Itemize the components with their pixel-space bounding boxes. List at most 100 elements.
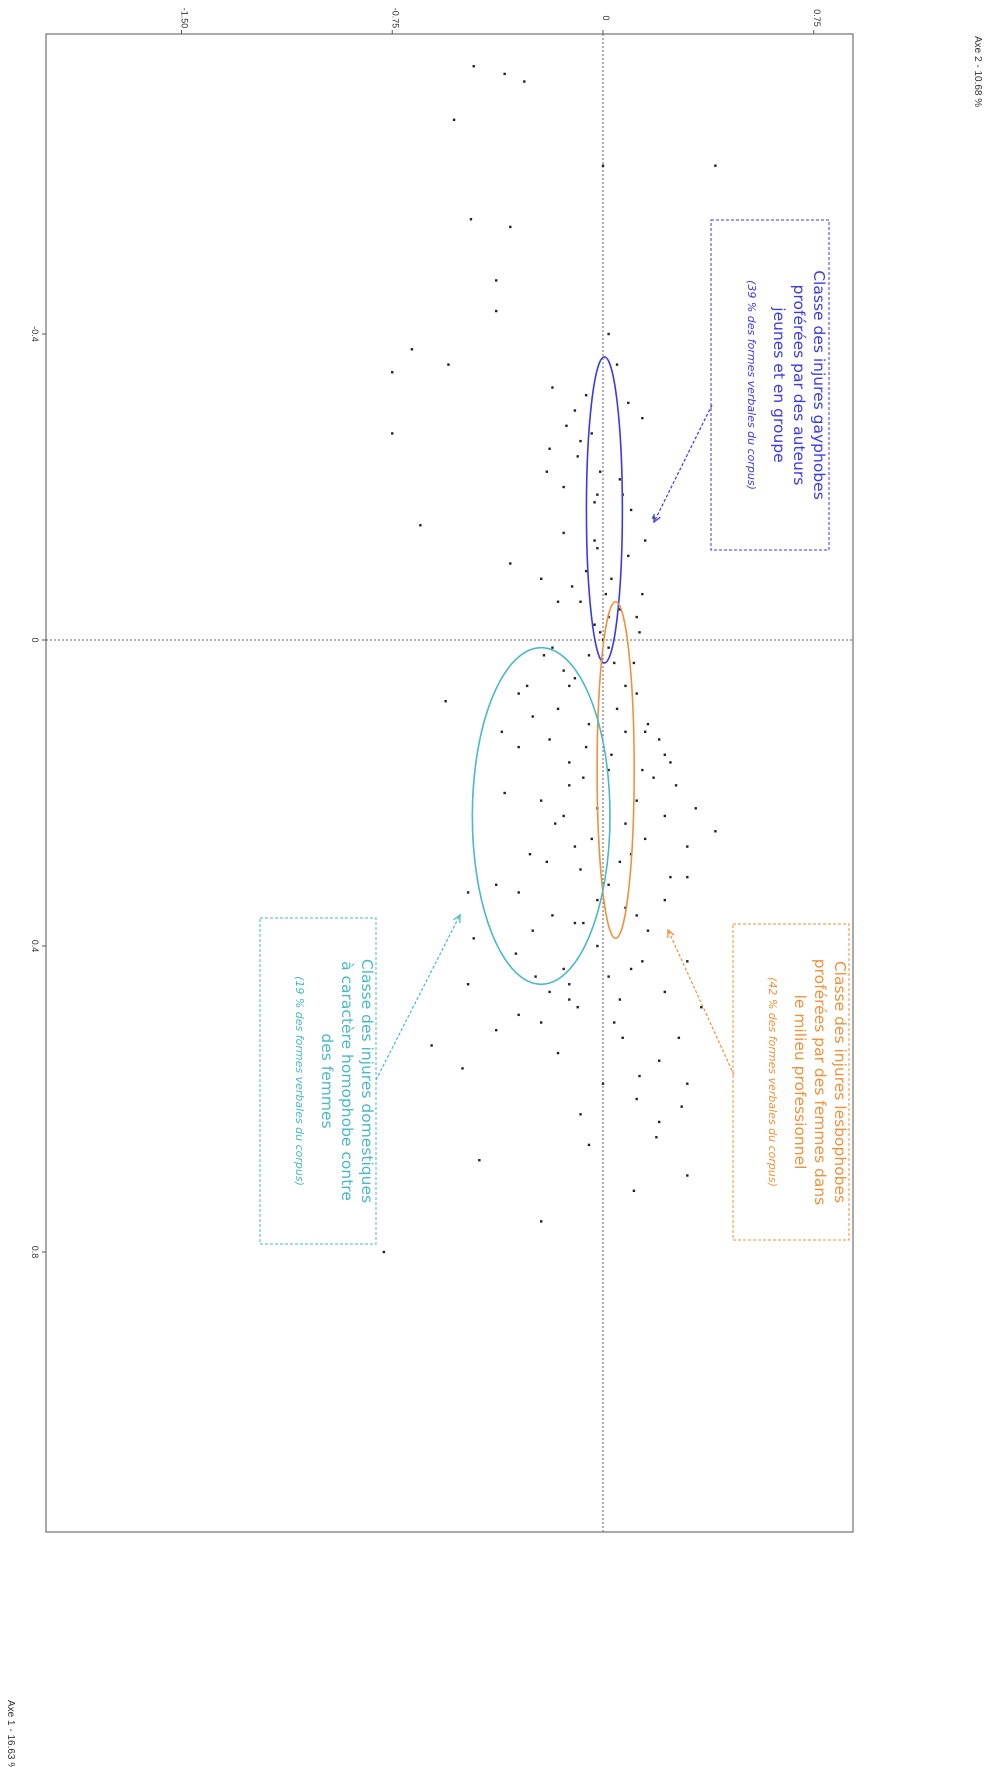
- x-tick-label: 0.8: [30, 1246, 40, 1259]
- data-point: [646, 722, 650, 726]
- data-point: [601, 1082, 605, 1085]
- data-point: [714, 830, 717, 833]
- data-point: [618, 860, 622, 864]
- data-point: [548, 990, 551, 994]
- data-point: [669, 875, 672, 879]
- annotation-frame: [710, 219, 830, 551]
- data-point: [523, 80, 526, 83]
- data-point: [542, 654, 546, 657]
- data-point: [624, 730, 627, 733]
- y-tick-label: -1.50: [180, 8, 190, 29]
- data-point: [601, 164, 605, 167]
- data-point: [539, 799, 543, 802]
- data-point: [584, 745, 588, 749]
- data-point: [584, 394, 588, 397]
- data-point: [596, 898, 599, 902]
- data-point: [641, 592, 644, 596]
- annotation-note: (19 % des formes verbales du corpus): [293, 976, 306, 1186]
- annotation-line: proférées par des femmes dans: [811, 959, 829, 1205]
- annotation-box: Classe des injures gayphobesproférées pa…: [710, 219, 830, 551]
- data-point: [669, 761, 672, 764]
- data-point: [635, 914, 638, 917]
- data-point: [545, 860, 548, 864]
- data-point: [517, 891, 520, 894]
- data-point: [545, 470, 548, 473]
- data-point: [509, 562, 512, 565]
- data-point: [663, 814, 667, 818]
- data-point: [624, 906, 627, 909]
- data-point: [638, 1074, 641, 1078]
- data-point: [531, 929, 534, 932]
- data-point: [607, 646, 610, 649]
- data-point: [582, 776, 585, 779]
- data-point: [472, 937, 475, 940]
- data-point: [573, 921, 577, 925]
- data-point: [607, 883, 610, 886]
- annotation-line: à caractère homophobe contre: [338, 961, 356, 1201]
- data-point: [632, 1189, 636, 1192]
- annotation-line: Classe des injures gayphobes: [810, 270, 828, 500]
- data-point: [596, 944, 599, 948]
- annotation-text: Classe des injures lesbophobesproférées …: [766, 959, 849, 1205]
- data-point: [624, 684, 627, 688]
- data-point: [680, 1105, 683, 1108]
- data-point: [629, 508, 633, 512]
- data-point: [643, 837, 647, 841]
- annotation-arrow: [375, 914, 461, 1081]
- data-point: [618, 998, 622, 1001]
- cluster-ellipse: [596, 600, 635, 940]
- data-point: [472, 65, 475, 68]
- data-point: [579, 600, 582, 603]
- data-point: [663, 753, 667, 756]
- data-point: [686, 875, 689, 879]
- data-point: [495, 1028, 498, 1032]
- data-point: [562, 967, 565, 971]
- data-point: [495, 883, 498, 886]
- data-point: [686, 1082, 689, 1085]
- data-point: [700, 1006, 703, 1009]
- data-point: [593, 501, 596, 504]
- x-tick-label: -0.4: [30, 326, 40, 342]
- data-point: [495, 279, 498, 282]
- data-point: [517, 1013, 520, 1017]
- data-point: [509, 225, 512, 229]
- data-point: [568, 684, 571, 688]
- data-point: [635, 799, 638, 802]
- data-point: [531, 715, 534, 718]
- data-point: [391, 371, 394, 374]
- y-tick-label: 0: [601, 15, 611, 20]
- annotation-frame: [732, 923, 850, 1241]
- data-point: [500, 730, 504, 733]
- data-point: [447, 363, 450, 366]
- annotation-line: le milieu professionnel: [791, 995, 809, 1170]
- data-point: [686, 960, 689, 963]
- data-point: [638, 631, 641, 634]
- data-point: [641, 416, 644, 420]
- data-point: [584, 569, 588, 573]
- data-point: [568, 983, 571, 986]
- data-point: [466, 891, 470, 894]
- annotation-box: Classe des injures lesbophobesproférées …: [732, 923, 850, 1241]
- data-point: [598, 470, 602, 473]
- annotation-line: Classe des injures lesbophobes: [831, 961, 849, 1203]
- annotation-box: Classe des injures domestiquesà caractèr…: [259, 917, 377, 1245]
- data-point: [643, 539, 647, 542]
- data-point: [576, 1006, 579, 1009]
- data-point: [643, 730, 647, 733]
- data-point: [621, 1036, 624, 1039]
- data-point: [618, 608, 622, 611]
- data-point: [562, 531, 565, 535]
- data-point: [469, 218, 473, 221]
- data-point: [503, 791, 506, 795]
- data-point: [593, 623, 596, 626]
- y-tick-label: -0.75: [390, 8, 400, 29]
- data-point: [514, 952, 518, 955]
- data-point: [410, 348, 414, 351]
- x-axis-label: Axe 1 - 16.63 %: [5, 1700, 16, 1767]
- data-point: [641, 768, 644, 772]
- data-point: [573, 845, 577, 848]
- data-point: [686, 1174, 689, 1177]
- data-point: [655, 1136, 658, 1139]
- data-point: [554, 822, 557, 825]
